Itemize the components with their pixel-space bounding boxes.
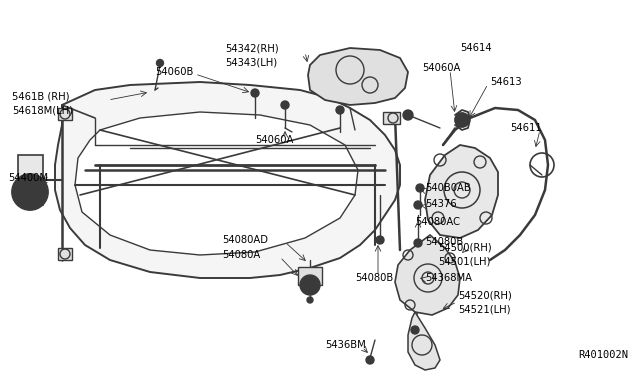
Circle shape [411, 326, 419, 334]
Text: 54080AC: 54080AC [415, 217, 460, 227]
Circle shape [157, 60, 163, 67]
Polygon shape [58, 108, 72, 120]
Text: 5461B (RH): 5461B (RH) [12, 91, 70, 101]
Text: 54520(RH): 54520(RH) [458, 290, 512, 300]
Text: 54060B: 54060B [155, 67, 193, 77]
Circle shape [366, 356, 374, 364]
Text: 54376: 54376 [425, 199, 456, 209]
Polygon shape [58, 248, 72, 260]
Circle shape [12, 174, 48, 210]
Text: 54080B: 54080B [425, 237, 463, 247]
Text: 54614: 54614 [460, 43, 492, 53]
Polygon shape [383, 112, 400, 124]
Text: 54060A: 54060A [255, 135, 293, 145]
Text: 54400M: 54400M [8, 173, 48, 183]
Text: 540B0AB: 540B0AB [425, 183, 471, 193]
Circle shape [376, 236, 384, 244]
Text: 54501(LH): 54501(LH) [438, 257, 490, 267]
Text: 54080A: 54080A [222, 250, 260, 260]
Polygon shape [55, 82, 400, 278]
Text: 54613: 54613 [490, 77, 522, 87]
Text: 54611: 54611 [510, 123, 541, 133]
Circle shape [403, 110, 413, 120]
Circle shape [455, 113, 469, 127]
Text: 54060A: 54060A [422, 63, 460, 73]
Circle shape [300, 275, 320, 295]
Bar [298, 267, 322, 285]
Circle shape [336, 106, 344, 114]
Text: 54521(LH): 54521(LH) [458, 305, 511, 315]
Text: 5436BM: 5436BM [325, 340, 365, 350]
Text: 54343(LH): 54343(LH) [225, 57, 277, 67]
Circle shape [414, 201, 422, 209]
Polygon shape [425, 145, 498, 238]
Polygon shape [75, 112, 358, 255]
Text: 54342(RH): 54342(RH) [225, 43, 278, 53]
Circle shape [251, 89, 259, 97]
Circle shape [281, 101, 289, 109]
Polygon shape [395, 235, 460, 315]
Text: R401002N: R401002N [578, 350, 628, 360]
Text: 54080B: 54080B [355, 273, 393, 283]
Circle shape [307, 297, 313, 303]
Circle shape [414, 239, 422, 247]
Text: 54618M(LH): 54618M(LH) [12, 105, 73, 115]
Text: 54368MA: 54368MA [425, 273, 472, 283]
Bar [18, 155, 43, 205]
Text: 54080AD: 54080AD [222, 235, 268, 245]
Circle shape [416, 184, 424, 192]
Polygon shape [408, 312, 440, 370]
Polygon shape [308, 48, 408, 105]
Text: 54500(RH): 54500(RH) [438, 243, 492, 253]
